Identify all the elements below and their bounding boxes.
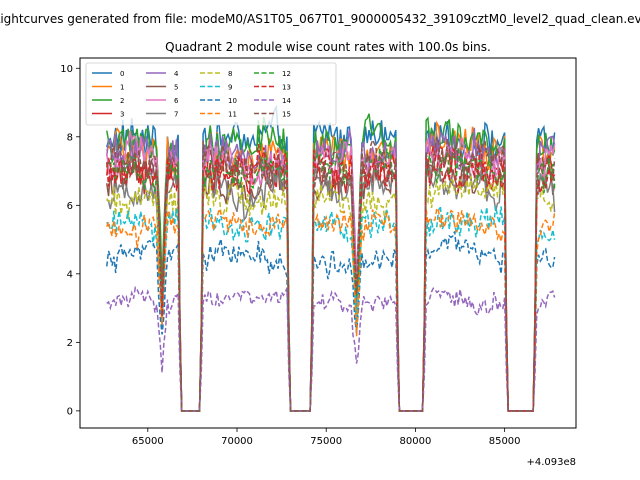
legend-label-1: 1 — [120, 84, 124, 92]
x-tick-label: 80000 — [400, 436, 432, 447]
x-tick-label: 70000 — [221, 436, 253, 447]
legend-label-14: 14 — [282, 97, 291, 105]
x-tick-label: 85000 — [489, 436, 521, 447]
series-line-15 — [106, 136, 556, 412]
chart-title: Quadrant 2 module wise count rates with … — [165, 40, 491, 54]
legend-label-3: 3 — [120, 111, 124, 119]
legend-label-0: 0 — [120, 70, 124, 78]
legend-label-13: 13 — [282, 84, 291, 92]
legend-label-7: 7 — [174, 111, 178, 119]
x-offset-label: +4.093e8 — [526, 457, 576, 468]
legend-label-5: 5 — [174, 84, 178, 92]
figure-suptitle: Lightcurves generated from file: modeM0/… — [0, 12, 640, 26]
y-tick-label: 8 — [67, 132, 73, 143]
legend-box — [85, 62, 337, 126]
legend-label-6: 6 — [174, 97, 179, 105]
x-tick-label: 75000 — [310, 436, 342, 447]
y-tick-label: 2 — [67, 338, 73, 349]
y-tick-label: 10 — [60, 64, 73, 75]
legend-label-11: 11 — [228, 111, 237, 119]
y-tick-label: 4 — [67, 269, 73, 280]
legend-label-8: 8 — [228, 70, 232, 78]
legend-label-15: 15 — [282, 111, 291, 119]
y-tick-label: 6 — [67, 201, 73, 212]
series-layer — [106, 104, 556, 412]
legend-label-4: 4 — [174, 70, 179, 78]
x-tick-label: 65000 — [132, 436, 164, 447]
y-tick-label: 0 — [67, 406, 73, 417]
legend-label-12: 12 — [282, 70, 291, 78]
plot-frame — [79, 57, 577, 429]
legend-label-9: 9 — [228, 84, 232, 92]
legend-label-2: 2 — [120, 97, 124, 105]
legend-label-10: 10 — [228, 97, 237, 105]
